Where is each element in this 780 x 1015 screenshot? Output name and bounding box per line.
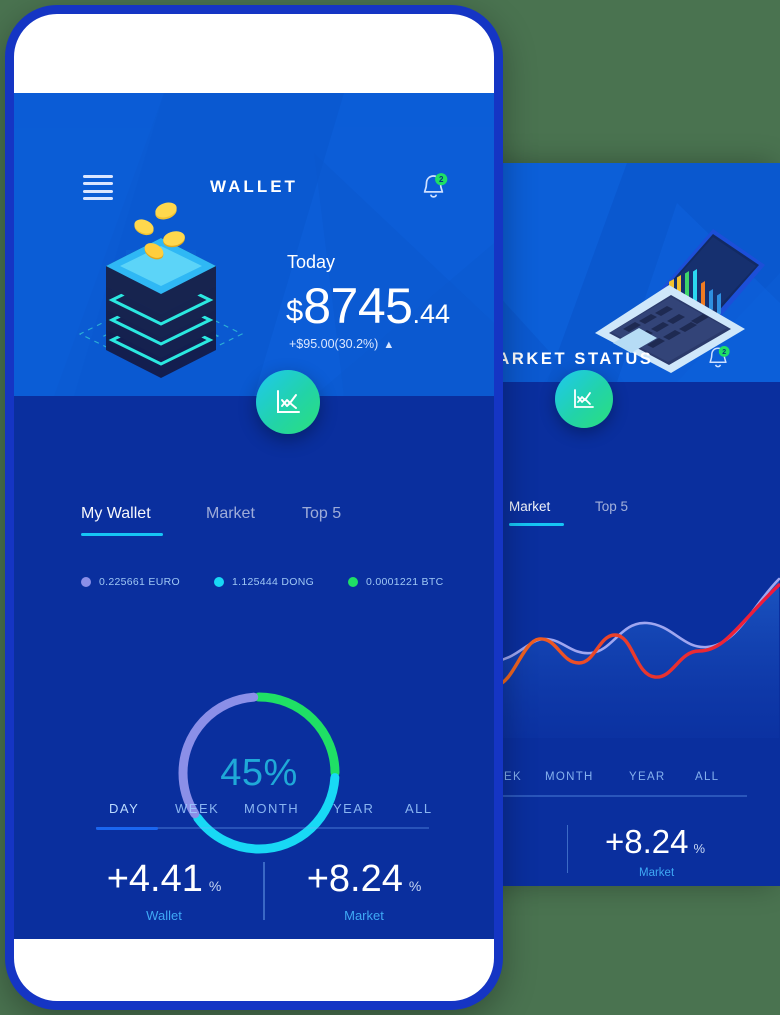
bell-icon: 2 [423, 173, 448, 198]
tab-top-5[interactable]: Top 5 [595, 499, 629, 514]
legend-item-btc: 0.0001221 BTC [348, 576, 443, 588]
donut-center-label: 45% [220, 751, 298, 794]
donut-segment-dong [178, 692, 340, 854]
notification-bell-button[interactable]: 2 [705, 345, 731, 373]
donut-segment-btc [178, 692, 340, 854]
active-period-indicator [96, 826, 158, 830]
legend-dot-btc [348, 577, 358, 587]
laptop-bar-chart-illustration [595, 229, 765, 373]
balance-change-text: +$95.00(30.2%) [289, 337, 379, 351]
market-stat-value: +8.24% [605, 823, 706, 860]
wallet-stat-value: +4.41% [106, 858, 222, 900]
period-month[interactable]: MONTH [244, 801, 300, 816]
currency-symbol: $ [286, 293, 304, 328]
tab-market[interactable]: Market [206, 505, 255, 522]
legend-dot-dong [214, 577, 224, 587]
stats-divider [263, 862, 265, 920]
period-rule [497, 795, 747, 797]
secondary-phone-header: MARKET STATUS 2 [487, 163, 780, 382]
secondary-period-selector: EEK MONTH YEAR ALL [487, 771, 780, 805]
period-month[interactable]: MONTH [545, 771, 594, 783]
secondary-stats-row: +8.24% Market [487, 823, 780, 885]
primary-phone-mockup: WALLET 2 [5, 5, 503, 1010]
tab-my-wallet[interactable]: My Wallet [81, 505, 151, 522]
balance-minor: .44 [412, 299, 451, 329]
menu-line [83, 197, 113, 200]
market-trend-line-chart [495, 577, 780, 738]
primary-phone-header: WALLET 2 [14, 93, 494, 396]
bell-icon: 2 [709, 346, 730, 368]
legend-dot-euro [81, 577, 91, 587]
balance-amount: $8745.44 [286, 277, 450, 335]
period-selector: DAY WEEK MONTH YEAR ALL [14, 801, 494, 839]
menu-line [83, 189, 113, 193]
period-rule [96, 827, 429, 829]
notification-count-text: 2 [439, 175, 444, 184]
wallet-stat-label: Wallet [146, 908, 182, 923]
balance-change: +$95.00(30.2%) ▲ [289, 337, 394, 351]
menu-line [83, 182, 113, 186]
market-stat: +8.24% Market [269, 858, 459, 923]
balance-period-label: Today [287, 252, 336, 272]
legend-label-euro: 0.225661 EURO [99, 576, 180, 588]
period-day[interactable]: DAY [109, 801, 140, 816]
tab-bar: My Wallet Market Top 5 [14, 505, 494, 547]
menu-line [83, 175, 113, 178]
secondary-tab-bar: Market Top 5 [487, 499, 780, 535]
period-year[interactable]: YEAR [333, 801, 375, 816]
balance-major: 8745 [303, 278, 413, 334]
portfolio-legend: 0.225661 EURO 1.125444 DONG 0.0001221 BT… [14, 576, 494, 598]
notification-count-text: 2 [722, 349, 726, 356]
stats-divider [567, 825, 569, 873]
donut-svg [178, 692, 340, 854]
line-chart-icon [277, 390, 300, 413]
period-year[interactable]: YEAR [629, 771, 666, 783]
legend-item-euro: 0.225661 EURO [81, 576, 180, 588]
hamburger-menu-button[interactable] [83, 175, 113, 200]
secondary-chart-fab-button[interactable] [555, 370, 613, 428]
legend-item-dong: 1.125444 DONG [214, 576, 314, 588]
primary-phone-screen: WALLET 2 [14, 93, 494, 939]
wallet-stat: +4.41% Wallet [69, 858, 259, 923]
notification-bell-button[interactable]: 2 [419, 172, 449, 204]
tab-market[interactable]: Market [509, 499, 551, 514]
legend-label-btc: 0.0001221 BTC [366, 576, 444, 588]
stats-row: +4.41% Wallet +8.24% Market [14, 858, 494, 938]
active-tab-indicator [81, 533, 163, 536]
tab-top-5[interactable]: Top 5 [302, 505, 342, 522]
market-stat-label: Market [639, 867, 675, 879]
caret-up-icon: ▲ [383, 339, 395, 351]
market-stat-label: Market [344, 908, 384, 923]
period-all[interactable]: ALL [695, 771, 720, 783]
active-tab-indicator [509, 523, 564, 526]
secondary-phone-mockup: MARKET STATUS 2 Market Top 5 [487, 163, 780, 886]
chart-fab-button[interactable] [256, 370, 320, 434]
page-title: WALLET [210, 177, 298, 196]
period-all[interactable]: ALL [405, 801, 433, 816]
legend-label-dong: 1.125444 DONG [232, 576, 315, 588]
portfolio-donut-chart: 45% [164, 678, 354, 868]
market-stat-value: +8.24% [306, 858, 422, 900]
secondary-page-title: MARKET STATUS [487, 350, 654, 368]
donut-segment-euro [178, 692, 340, 854]
period-week[interactable]: WEEK [175, 801, 220, 816]
coin-vault-stack-illustration [78, 202, 244, 378]
line-chart-icon [574, 389, 594, 408]
